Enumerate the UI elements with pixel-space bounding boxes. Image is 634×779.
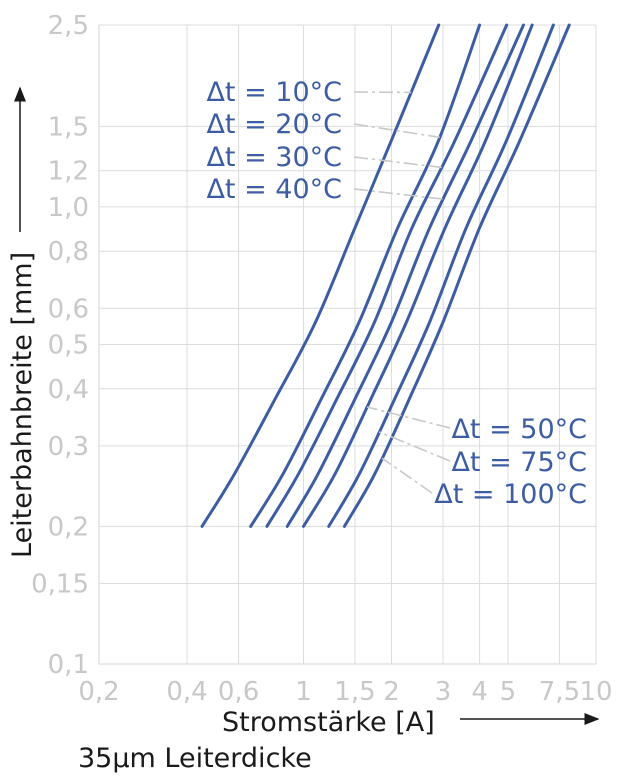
series-label: Δt = 75°C <box>451 447 587 478</box>
y-tick-label: 0,1 <box>48 650 89 680</box>
series-line <box>285 23 525 528</box>
leader-line <box>378 431 451 462</box>
y-tick-label: 1,2 <box>48 157 89 187</box>
y-tick-label: 2,5 <box>48 11 89 41</box>
leader-line <box>353 156 442 169</box>
series-label: Δt = 50°C <box>451 414 587 445</box>
series-label: Δt = 20°C <box>206 109 342 140</box>
series-label: Δt = 100°C <box>434 479 587 510</box>
x-tick-label: 0,6 <box>218 677 259 707</box>
curves <box>200 23 571 528</box>
y-tick-label: 1,0 <box>48 193 89 223</box>
series-line <box>342 23 571 528</box>
series-label: Δt = 10°C <box>206 77 342 108</box>
series-label: Δt = 30°C <box>206 142 342 173</box>
series-line <box>327 23 555 528</box>
series-labels: Δt = 10°CΔt = 20°CΔt = 30°CΔt = 40°C Δt =… <box>206 77 587 510</box>
y-tick-label: 0,6 <box>48 294 89 324</box>
series-label: Δt = 40°C <box>206 174 342 205</box>
series-line <box>301 23 534 528</box>
y-axis-title: Leiterbahnbreite [mm] <box>7 252 38 558</box>
y-tick-label: 1,5 <box>48 112 89 142</box>
y-tick-label: 0,4 <box>48 375 89 405</box>
x-tick-label: 1 <box>295 677 312 707</box>
y-tick-label: 0,5 <box>48 331 89 361</box>
x-tick-label: 4 <box>471 677 488 707</box>
x-tick-label: 10 <box>579 677 612 707</box>
series-line <box>249 23 482 528</box>
x-tick-label: 5 <box>500 677 517 707</box>
leader-line <box>366 406 451 429</box>
series-line <box>265 23 509 528</box>
x-tick-label: 2 <box>383 677 400 707</box>
leader-lines <box>353 91 451 494</box>
x-tick-label: 3 <box>435 677 452 707</box>
y-tick-label: 0,2 <box>48 512 89 542</box>
x-tick-label: 1,5 <box>334 677 375 707</box>
x-axis-title: Stromstärke [A] <box>222 707 435 738</box>
y-tick-label: 0,3 <box>48 432 89 462</box>
y-tick-label: 0,8 <box>48 237 89 267</box>
tick-labels: 0,2 0,4 0,6 1 1,5 2 3 4 5 7,5 10 0,1 0,15 0,2 0,3 0,4 0,… <box>31 11 612 707</box>
leader-line <box>353 123 440 139</box>
grid <box>98 24 597 665</box>
leader-line <box>353 188 444 200</box>
x-tick-label: 7,5 <box>539 677 580 707</box>
caption: 35µm Leiterdicke <box>78 743 312 774</box>
x-tick-label: 0,4 <box>166 677 207 707</box>
x-tick-label: 0,2 <box>78 677 119 707</box>
y-tick-label: 0,15 <box>31 570 89 600</box>
leader-line <box>381 457 433 494</box>
series-line <box>200 23 441 528</box>
